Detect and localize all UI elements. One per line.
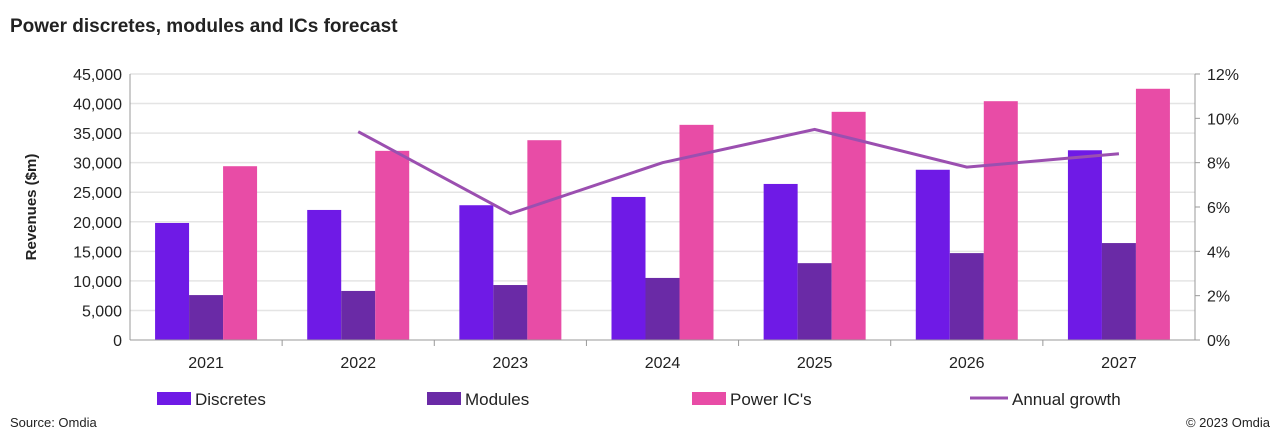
- y-tick-label: 25,000: [73, 185, 122, 202]
- y2-tick-label: 10%: [1207, 111, 1239, 128]
- legend-label: Power IC's: [730, 390, 812, 409]
- bar-power-ic-s: [527, 140, 562, 340]
- legend-label: Modules: [465, 390, 529, 409]
- copyright-note: © 2023 Omdia: [1186, 415, 1271, 430]
- x-tick-label: 2022: [340, 355, 376, 372]
- bar-power-ic-s: [831, 111, 866, 340]
- y-tick-label: 40,000: [73, 97, 122, 114]
- x-tick-label: 2026: [949, 355, 985, 372]
- bar-discretes: [763, 183, 798, 340]
- legend-swatch: [692, 392, 726, 405]
- bar-discretes: [1067, 150, 1102, 340]
- y-tick-label: 35,000: [73, 126, 122, 143]
- bar-modules: [949, 253, 984, 340]
- bar-modules: [189, 295, 224, 340]
- x-tick-label: 2023: [493, 355, 529, 372]
- bar-modules: [1101, 243, 1136, 340]
- source-note: Source: Omdia: [10, 415, 97, 430]
- bar-discretes: [459, 205, 494, 340]
- x-tick-label: 2027: [1101, 355, 1137, 372]
- bar-power-ic-s: [1135, 88, 1170, 341]
- bar-discretes: [611, 196, 646, 340]
- bar-discretes: [307, 209, 342, 340]
- y2-tick-label: 12%: [1207, 67, 1239, 84]
- legend-swatch: [427, 392, 461, 405]
- y-tick-label: 20,000: [73, 215, 122, 232]
- y2-tick-label: 6%: [1207, 200, 1230, 217]
- legend-label: Annual growth: [1012, 390, 1121, 409]
- bar-modules: [493, 285, 528, 340]
- y-tick-label: 5,000: [82, 303, 122, 320]
- x-tick-label: 2021: [188, 355, 224, 372]
- y-tick-label: 15,000: [73, 244, 122, 261]
- bar-power-ic-s: [223, 166, 258, 340]
- y-tick-label: 45,000: [73, 67, 122, 84]
- bar-discretes: [155, 222, 190, 340]
- y-tick-label: 10,000: [73, 274, 122, 291]
- bar-modules: [645, 277, 680, 340]
- y2-tick-label: 0%: [1207, 333, 1230, 350]
- chart-title: Power discretes, modules and ICs forecas…: [10, 16, 398, 37]
- legend-label: Discretes: [195, 390, 266, 409]
- bar-modules: [341, 290, 376, 340]
- bar-discretes: [915, 169, 950, 340]
- x-tick-label: 2025: [797, 355, 833, 372]
- y-tick-label: 0: [113, 333, 122, 350]
- y-tick-label: 30,000: [73, 156, 122, 173]
- bar-power-ic-s: [679, 124, 714, 340]
- bar-power-ic-s: [375, 150, 410, 340]
- bar-power-ic-s: [983, 101, 1018, 341]
- y-axis-label: Revenues ($m): [23, 154, 40, 261]
- y2-tick-label: 4%: [1207, 244, 1230, 261]
- y2-tick-label: 2%: [1207, 289, 1230, 306]
- legend-swatch: [157, 392, 191, 405]
- y2-tick-label: 8%: [1207, 156, 1230, 173]
- bar-modules: [797, 263, 832, 340]
- line-annual-growth: [357, 127, 1120, 216]
- x-tick-label: 2024: [645, 355, 681, 372]
